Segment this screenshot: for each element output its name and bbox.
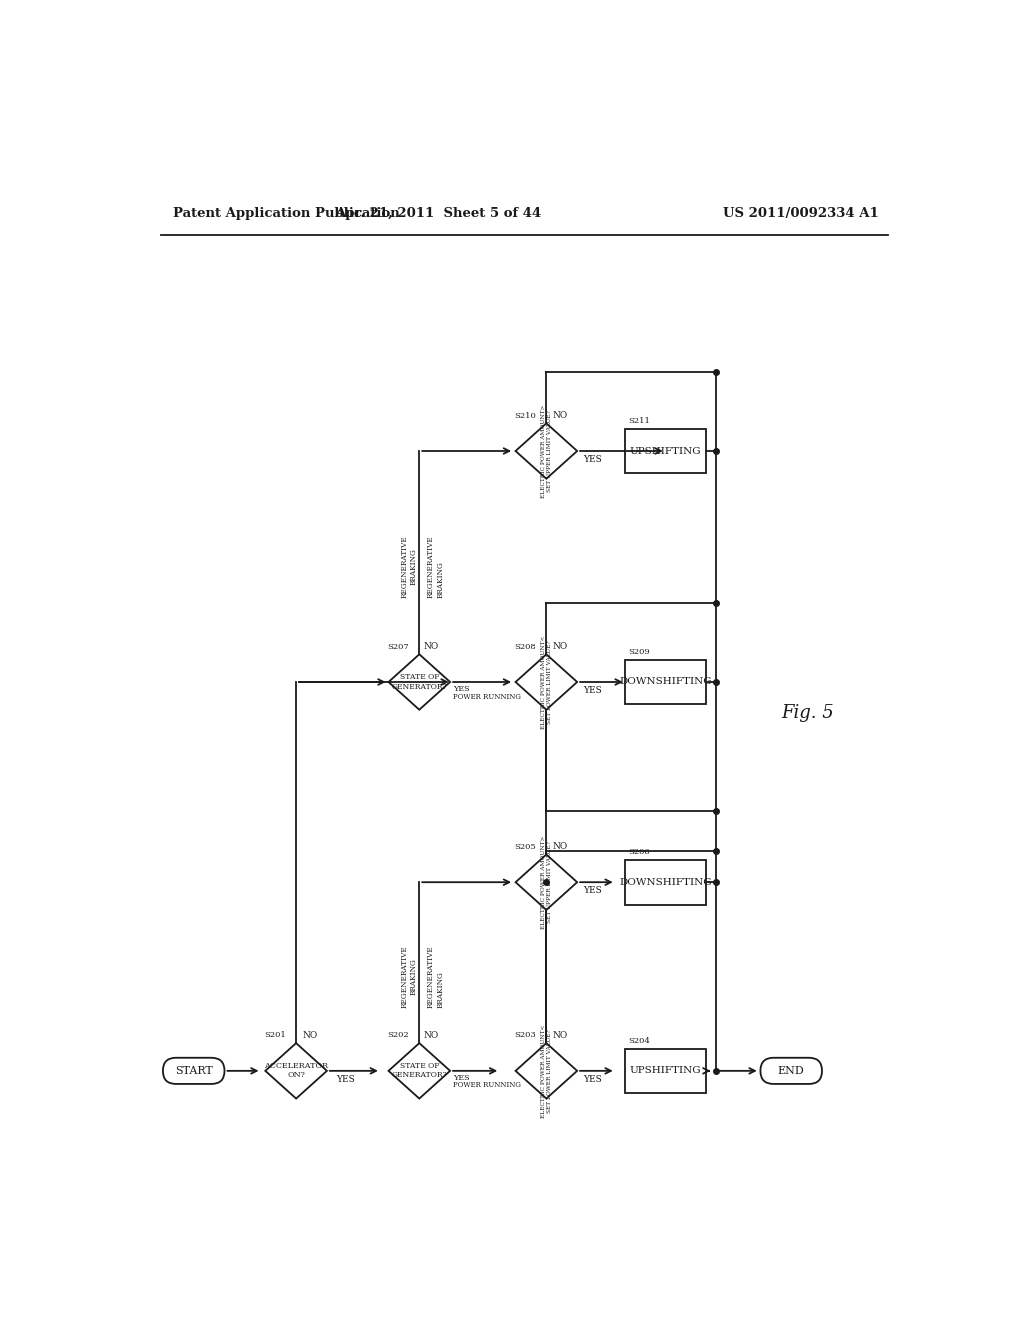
- Text: S209: S209: [629, 648, 650, 656]
- Text: UPSHIFTING: UPSHIFTING: [630, 446, 701, 455]
- Text: UPSHIFTING: UPSHIFTING: [630, 1067, 701, 1076]
- Text: NO: NO: [553, 411, 567, 420]
- Text: S211: S211: [629, 417, 650, 425]
- Text: REGENERATIVE
BRAKING: REGENERATIVE BRAKING: [400, 535, 418, 598]
- Polygon shape: [515, 854, 578, 909]
- Text: Patent Application Publication: Patent Application Publication: [173, 207, 399, 220]
- Text: NO: NO: [553, 842, 567, 851]
- Text: S204: S204: [629, 1036, 650, 1045]
- Text: ELECTRIC POWER AMOUNT<
SET LOWER LIMIT VALUE?: ELECTRIC POWER AMOUNT< SET LOWER LIMIT V…: [541, 1024, 552, 1118]
- Text: NO: NO: [553, 642, 567, 651]
- Text: YES: YES: [584, 1074, 602, 1084]
- Text: REGENERATIVE
BRAKING: REGENERATIVE BRAKING: [427, 945, 444, 1008]
- Text: YES: YES: [584, 886, 602, 895]
- Bar: [626, 429, 707, 474]
- Text: S210: S210: [515, 412, 537, 420]
- Text: YES: YES: [336, 1074, 355, 1084]
- Text: US 2011/0092334 A1: US 2011/0092334 A1: [723, 207, 879, 220]
- Text: S206: S206: [629, 849, 650, 857]
- Text: START: START: [175, 1065, 213, 1076]
- Text: NO: NO: [302, 1031, 317, 1040]
- Text: STATE OF
GENERATOR?: STATE OF GENERATOR?: [391, 1063, 447, 1080]
- Bar: [626, 660, 707, 705]
- Bar: [626, 859, 707, 904]
- Text: S207: S207: [387, 643, 410, 651]
- Text: POWER RUNNING: POWER RUNNING: [454, 693, 521, 701]
- Polygon shape: [515, 655, 578, 710]
- Text: POWER RUNNING: POWER RUNNING: [454, 1081, 521, 1089]
- Text: ELECTRIC POWER AMOUNT>
SET UPPER LIMIT VALUE?: ELECTRIC POWER AMOUNT> SET UPPER LIMIT V…: [541, 836, 552, 929]
- Text: NO: NO: [423, 1031, 438, 1040]
- Text: REGENERATIVE
BRAKING: REGENERATIVE BRAKING: [400, 945, 418, 1008]
- FancyBboxPatch shape: [761, 1057, 822, 1084]
- Text: YES: YES: [454, 1073, 470, 1082]
- Text: S202: S202: [388, 1031, 410, 1039]
- Text: Apr. 21, 2011  Sheet 5 of 44: Apr. 21, 2011 Sheet 5 of 44: [336, 207, 542, 220]
- Text: Fig. 5: Fig. 5: [781, 704, 834, 722]
- Polygon shape: [265, 1043, 327, 1098]
- Text: REGENERATIVE
BRAKING: REGENERATIVE BRAKING: [427, 535, 444, 598]
- Text: STATE OF
GENERATOR?: STATE OF GENERATOR?: [391, 673, 447, 690]
- Text: YES: YES: [454, 685, 470, 693]
- Text: ELECTRIC POWER AMOUNT<
SET LOWER LIMIT VALUE?: ELECTRIC POWER AMOUNT< SET LOWER LIMIT V…: [541, 635, 552, 729]
- Polygon shape: [388, 1043, 451, 1098]
- Polygon shape: [515, 424, 578, 479]
- FancyBboxPatch shape: [163, 1057, 224, 1084]
- Text: S205: S205: [515, 842, 537, 851]
- Text: S208: S208: [515, 643, 537, 651]
- Text: DOWNSHIFTING: DOWNSHIFTING: [620, 878, 712, 887]
- Text: YES: YES: [584, 455, 602, 463]
- Text: END: END: [778, 1065, 805, 1076]
- Text: NO: NO: [553, 1031, 567, 1040]
- Text: ACCELERATOR
ON?: ACCELERATOR ON?: [264, 1063, 328, 1080]
- Text: NO: NO: [423, 642, 438, 651]
- Text: S201: S201: [264, 1031, 286, 1039]
- Text: DOWNSHIFTING: DOWNSHIFTING: [620, 677, 712, 686]
- Polygon shape: [388, 655, 451, 710]
- Text: ELECTRIC POWER AMOUNT>
SET UPPER LIMIT VALUE?: ELECTRIC POWER AMOUNT> SET UPPER LIMIT V…: [541, 404, 552, 498]
- Text: YES: YES: [584, 686, 602, 694]
- Text: S203: S203: [515, 1031, 537, 1039]
- Bar: [626, 1048, 707, 1093]
- Polygon shape: [515, 1043, 578, 1098]
